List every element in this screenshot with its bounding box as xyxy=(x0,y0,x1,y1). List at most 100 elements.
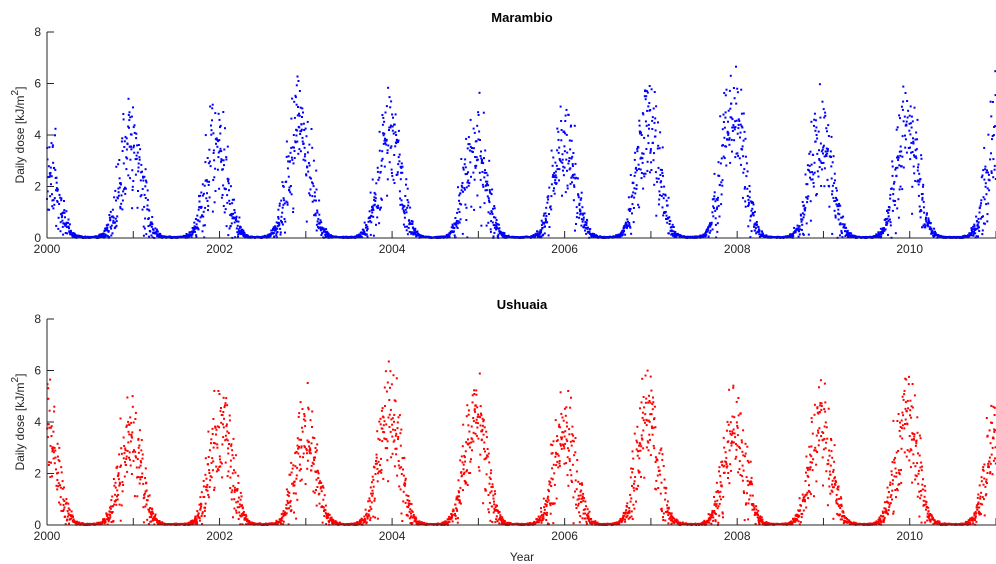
data-point xyxy=(824,111,827,114)
data-point xyxy=(815,134,818,136)
data-point xyxy=(831,193,833,196)
data-point xyxy=(332,518,335,521)
data-point xyxy=(244,513,247,516)
data-point xyxy=(832,155,835,158)
data-point xyxy=(399,197,402,200)
data-point xyxy=(141,457,144,460)
data-point xyxy=(273,227,276,230)
data-point xyxy=(70,510,73,513)
data-point xyxy=(149,230,152,233)
data-point xyxy=(293,146,295,149)
data-point xyxy=(382,424,385,427)
data-point xyxy=(906,100,909,102)
data-point xyxy=(547,198,550,201)
data-point xyxy=(373,497,376,500)
data-point xyxy=(302,452,305,455)
data-point xyxy=(667,232,670,235)
data-point xyxy=(105,518,108,521)
data-point xyxy=(407,504,410,507)
data-point xyxy=(819,142,822,145)
data-point xyxy=(118,453,121,456)
data-point xyxy=(987,202,990,205)
data-point xyxy=(994,70,996,73)
data-point xyxy=(234,471,237,474)
data-point xyxy=(328,520,330,523)
data-point xyxy=(228,414,231,417)
data-point xyxy=(408,230,411,233)
data-point xyxy=(830,177,833,180)
data-point xyxy=(323,510,325,512)
data-point xyxy=(407,204,410,207)
data-point xyxy=(52,161,55,164)
data-point xyxy=(643,175,646,178)
data-point xyxy=(657,177,660,180)
data-point xyxy=(409,522,412,525)
data-point xyxy=(754,227,757,230)
data-point xyxy=(325,228,328,231)
data-point xyxy=(132,450,134,453)
data-point xyxy=(220,196,223,199)
data-point xyxy=(925,220,928,223)
data-point xyxy=(226,194,229,197)
data-point xyxy=(467,143,470,146)
data-point xyxy=(580,218,583,221)
data-point xyxy=(744,186,746,189)
data-point xyxy=(230,498,233,501)
data-point xyxy=(319,480,321,483)
data-point xyxy=(374,200,377,202)
data-point xyxy=(397,139,400,142)
data-point xyxy=(312,463,315,465)
data-point xyxy=(387,144,390,147)
data-point xyxy=(898,164,901,167)
data-point xyxy=(625,223,628,226)
data-point xyxy=(279,233,282,236)
data-point xyxy=(283,199,286,202)
data-point xyxy=(395,447,398,450)
data-point xyxy=(311,200,314,203)
data-point xyxy=(388,126,391,129)
data-point xyxy=(125,457,128,460)
data-point xyxy=(59,196,62,199)
data-point xyxy=(110,234,113,237)
data-point xyxy=(305,447,308,450)
data-point xyxy=(664,210,667,213)
data-point xyxy=(145,503,148,506)
data-point xyxy=(637,203,640,206)
data-point xyxy=(214,112,217,115)
data-point xyxy=(403,216,406,219)
data-point xyxy=(917,194,920,197)
data-point xyxy=(237,482,240,484)
data-point xyxy=(224,208,227,211)
data-point xyxy=(306,382,309,384)
data-point xyxy=(748,190,751,193)
data-point xyxy=(321,485,324,488)
data-point xyxy=(409,508,412,511)
data-point xyxy=(376,216,379,219)
data-point xyxy=(463,187,466,190)
data-point xyxy=(571,155,574,158)
data-point xyxy=(458,221,461,224)
data-point xyxy=(309,447,312,450)
data-point xyxy=(654,135,657,138)
data-point xyxy=(316,220,319,223)
data-point xyxy=(647,134,650,137)
data-point xyxy=(304,127,307,130)
data-point xyxy=(736,91,739,94)
data-point xyxy=(231,449,234,452)
data-point xyxy=(414,516,417,519)
data-point xyxy=(647,123,650,126)
data-point xyxy=(212,442,215,444)
data-point xyxy=(665,214,668,217)
data-point xyxy=(369,486,372,489)
data-point xyxy=(233,490,236,493)
data-point xyxy=(323,229,326,232)
data-point xyxy=(899,185,902,188)
data-point xyxy=(983,178,986,181)
data-point xyxy=(233,211,236,214)
data-point xyxy=(729,161,732,164)
data-point xyxy=(228,202,231,205)
data-point xyxy=(138,156,141,159)
data-point xyxy=(571,175,574,178)
data-point xyxy=(304,483,307,485)
data-point xyxy=(802,216,805,219)
